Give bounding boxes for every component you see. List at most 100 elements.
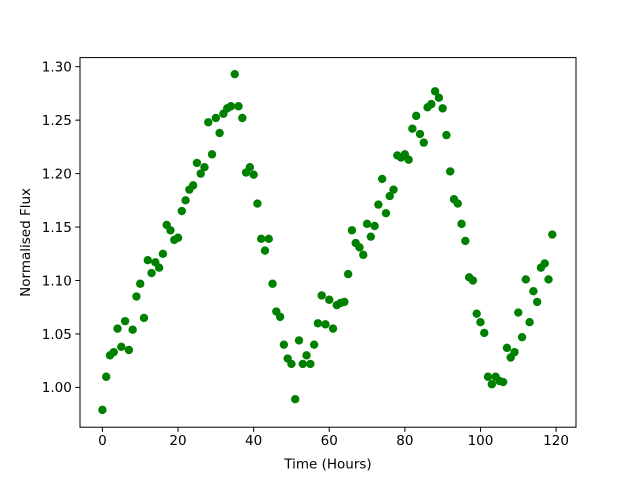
data-point — [340, 297, 349, 307]
data-point — [124, 345, 134, 355]
data-point — [325, 295, 334, 304]
data-point — [359, 250, 368, 260]
data-point — [260, 246, 270, 255]
data-point — [548, 230, 557, 239]
data-point — [166, 226, 175, 235]
y-tick-label: 1.30 — [42, 59, 72, 75]
data-point — [366, 232, 376, 241]
data-point — [313, 319, 323, 328]
data-point — [257, 234, 266, 244]
data-point — [453, 199, 462, 208]
data-point — [136, 279, 145, 288]
data-point — [102, 372, 111, 381]
data-point — [529, 287, 538, 296]
data-point — [226, 102, 236, 111]
data-point — [355, 243, 364, 252]
data-point — [389, 185, 398, 194]
data-point — [408, 124, 417, 133]
data-point — [249, 170, 258, 179]
data-point — [294, 336, 304, 345]
data-point — [415, 129, 425, 139]
data-point — [438, 104, 447, 113]
data-point — [173, 233, 183, 242]
y-axis-label: Normalised Flux — [18, 188, 34, 297]
y-tick-label: 1.00 — [42, 380, 72, 396]
data-point — [306, 359, 315, 369]
data-point — [158, 249, 168, 258]
data-point — [264, 234, 273, 244]
data-point — [404, 155, 413, 164]
data-point — [374, 200, 383, 209]
data-point — [343, 269, 353, 279]
x-tick-label: 20 — [169, 433, 186, 449]
data-point — [139, 313, 149, 323]
data-point — [147, 268, 156, 278]
data-point — [132, 292, 141, 301]
data-point — [98, 405, 107, 415]
data-point — [521, 275, 531, 284]
data-point — [143, 256, 152, 265]
data-point — [461, 236, 470, 246]
data-point — [192, 158, 202, 168]
data-point — [109, 347, 118, 357]
data-point — [207, 150, 217, 159]
x-tick-label: 100 — [468, 433, 494, 449]
data-point — [215, 128, 224, 138]
data-point — [154, 263, 164, 272]
data-point — [476, 318, 485, 327]
data-point — [204, 118, 213, 127]
data-point — [483, 372, 493, 381]
data-point — [291, 394, 300, 404]
data-point — [128, 325, 137, 334]
data-point — [302, 351, 311, 360]
data-points — [98, 69, 557, 415]
data-point — [362, 219, 372, 229]
data-point — [279, 340, 289, 349]
data-point — [377, 174, 387, 184]
y-tick-label: 1.10 — [42, 273, 72, 289]
x-tick-label: 120 — [543, 433, 569, 449]
data-point — [517, 332, 527, 342]
data-point — [370, 221, 379, 231]
data-point — [275, 312, 285, 322]
data-point — [498, 377, 508, 387]
x-tick-label: 40 — [245, 433, 262, 449]
x-axis-label: Time (Hours) — [283, 457, 371, 473]
data-point — [287, 359, 296, 369]
y-tick-label: 1.05 — [42, 327, 72, 343]
data-point — [457, 219, 466, 229]
data-point — [230, 69, 239, 79]
data-point — [177, 206, 187, 216]
plot-frame — [79, 57, 577, 428]
data-point — [487, 380, 497, 389]
plot-area-border — [79, 57, 577, 428]
data-point — [196, 169, 205, 178]
data-point — [540, 259, 549, 268]
data-point — [211, 113, 221, 123]
x-tick-label: 0 — [98, 433, 107, 449]
x-axis-ticks: 0 20 40 60 80 100 120 — [98, 427, 569, 449]
data-point — [117, 342, 126, 351]
data-point — [510, 347, 519, 357]
data-point — [234, 102, 243, 111]
data-point — [442, 130, 451, 140]
data-point — [120, 316, 130, 326]
data-point — [238, 113, 247, 123]
data-point — [253, 199, 262, 208]
data-point — [188, 181, 198, 190]
data-point — [502, 343, 512, 353]
data-point — [200, 162, 209, 172]
data-point — [181, 196, 190, 205]
y-tick-label: 1.15 — [42, 220, 72, 236]
data-point — [298, 359, 307, 369]
data-point — [525, 318, 534, 327]
data-point — [532, 297, 542, 307]
data-point — [309, 340, 319, 349]
data-point — [480, 328, 489, 338]
data-point — [427, 99, 436, 109]
y-axis-ticks: 1.00 1.05 1.10 1.15 1.20 1.25 1.30 — [42, 59, 80, 396]
data-point — [321, 320, 330, 329]
data-point — [268, 279, 277, 288]
